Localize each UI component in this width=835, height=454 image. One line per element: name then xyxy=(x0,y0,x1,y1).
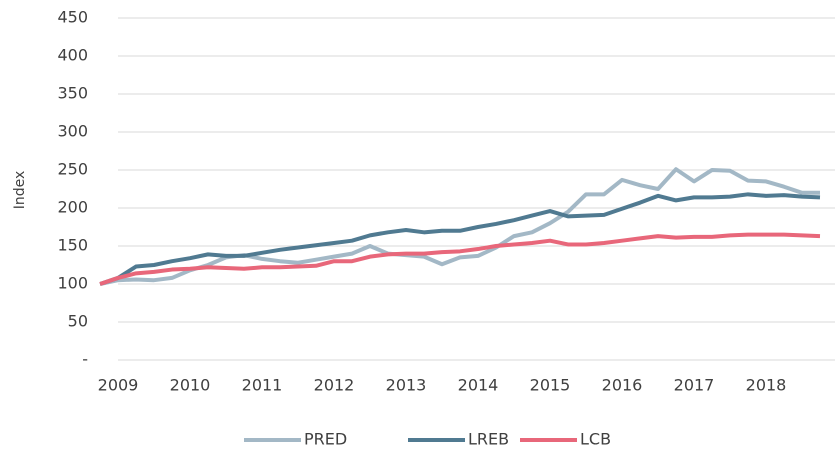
line-series xyxy=(99,192,821,286)
legend-label: PRED xyxy=(304,430,347,449)
y-tick-label: 250 xyxy=(57,160,88,179)
x-tick-label: 2016 xyxy=(602,376,643,395)
x-tick-label: 2013 xyxy=(386,376,427,395)
legend-label: LREB xyxy=(468,430,509,449)
x-tick-label: 2012 xyxy=(314,376,355,395)
line-series xyxy=(99,232,821,286)
x-tick-label: 2015 xyxy=(530,376,571,395)
y-axis-label: Index xyxy=(12,171,28,210)
x-tick-label: 2017 xyxy=(674,376,715,395)
y-tick-label: 400 xyxy=(57,46,88,65)
x-tick-label: 2010 xyxy=(170,376,211,395)
legend-label: LCB xyxy=(580,430,611,449)
y-tick-label: 200 xyxy=(57,198,88,217)
y-tick-label: - xyxy=(82,350,88,369)
y-tick-label: 100 xyxy=(57,274,88,293)
y-tick-label: 350 xyxy=(57,84,88,103)
y-tick-label: 450 xyxy=(57,8,88,27)
x-tick-label: 2018 xyxy=(746,376,787,395)
x-tick-label: 2014 xyxy=(458,376,499,395)
x-tick-label: 2009 xyxy=(98,376,139,395)
y-tick-label: 300 xyxy=(57,122,88,141)
line-series xyxy=(99,167,820,286)
y-tick-label: 150 xyxy=(57,236,88,255)
y-tick-label: 50 xyxy=(68,312,88,331)
x-tick-label: 2011 xyxy=(242,376,283,395)
